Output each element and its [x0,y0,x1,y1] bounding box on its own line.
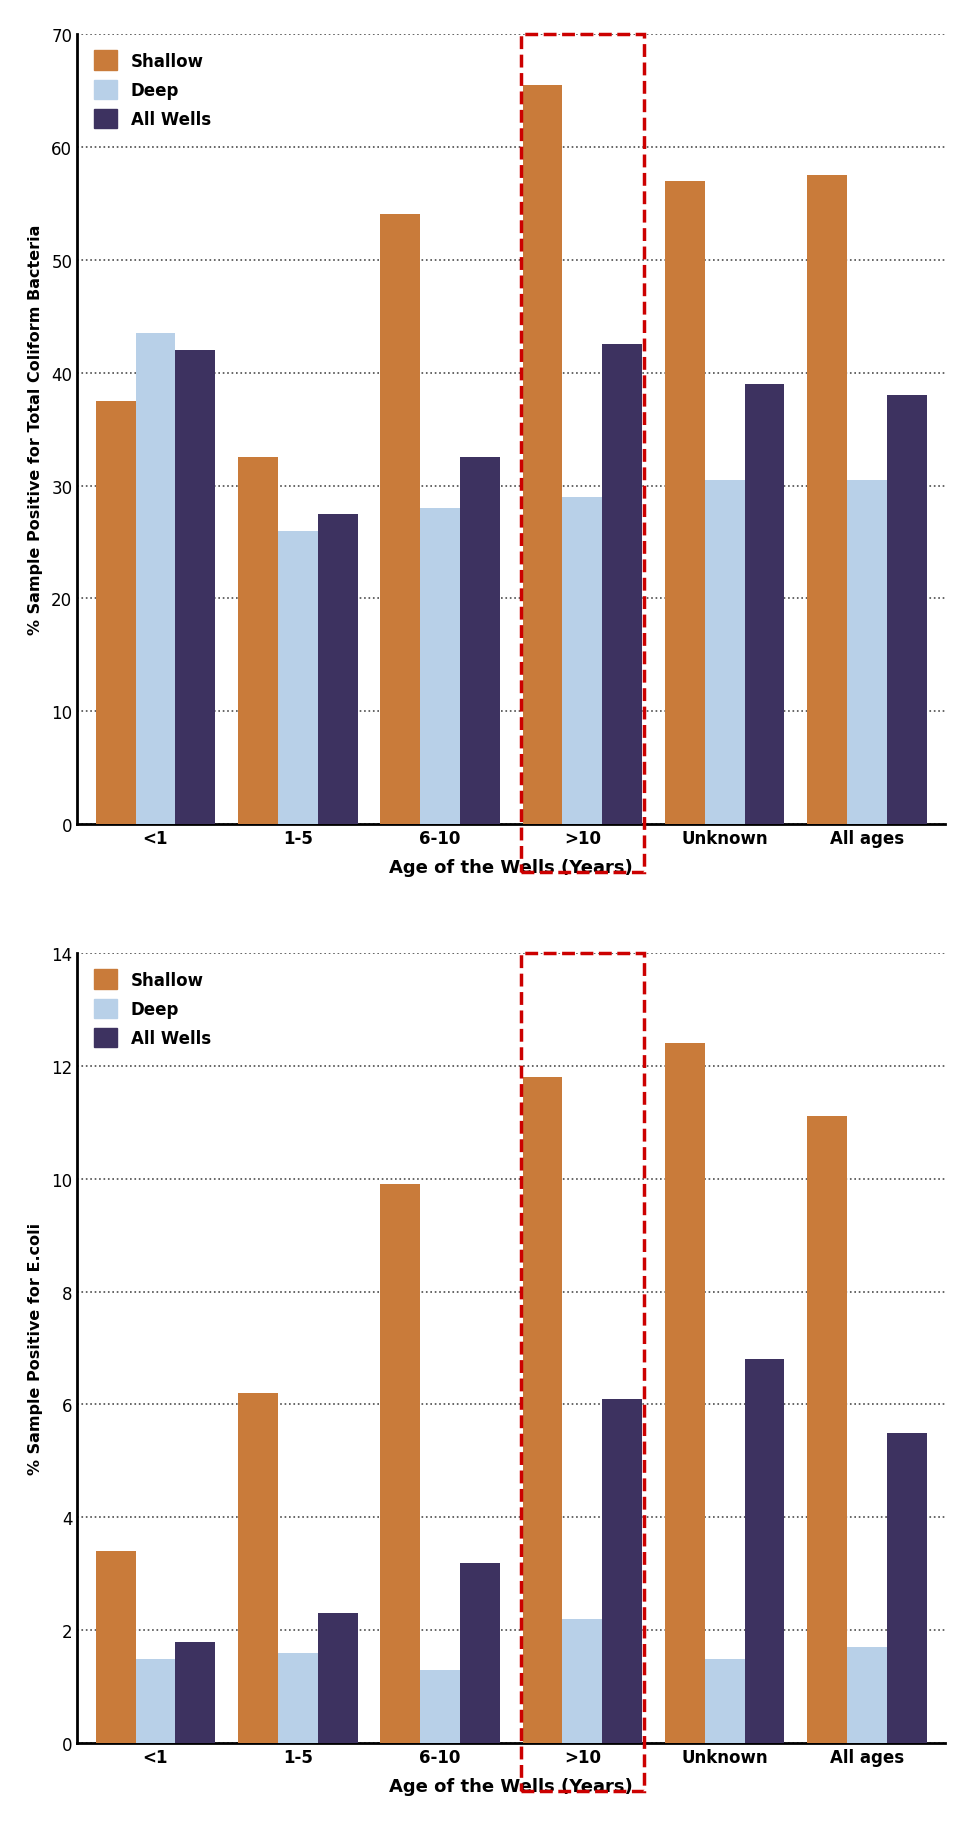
X-axis label: Age of the Wells (Years): Age of the Wells (Years) [389,1777,633,1796]
Bar [562,498,602,824]
Bar [278,530,318,824]
Bar [238,1393,278,1743]
Bar [460,1562,500,1743]
Bar [380,215,420,824]
Bar [602,1398,642,1743]
Bar [847,481,886,824]
Legend: Shallow, Deep, All Wells: Shallow, Deep, All Wells [86,44,219,137]
Legend: Shallow, Deep, All Wells: Shallow, Deep, All Wells [86,961,219,1056]
Y-axis label: % Sample Positive for E.coli: % Sample Positive for E.coli [28,1221,43,1475]
Bar [704,481,744,824]
Bar [175,1643,215,1743]
Bar [278,1653,318,1743]
Bar [847,1648,886,1743]
Bar [420,1670,460,1743]
Bar [808,1117,847,1743]
Bar [420,509,460,824]
Bar [808,175,847,824]
Bar [886,1433,926,1743]
Bar [175,350,215,824]
Bar [744,385,784,824]
Bar [886,396,926,824]
Bar [665,182,704,824]
Bar [318,514,357,824]
Bar [460,458,500,824]
X-axis label: Age of the Wells (Years): Age of the Wells (Years) [389,859,633,877]
Bar [135,1659,175,1743]
Bar [521,35,644,871]
Bar [95,1551,135,1743]
Bar [135,334,175,824]
Bar [744,1360,784,1743]
Bar [521,953,644,1790]
Bar [704,1659,744,1743]
Bar [238,458,278,824]
Bar [318,1613,357,1743]
Bar [380,1185,420,1743]
Y-axis label: % Sample Positive for Total Coliform Bacteria: % Sample Positive for Total Coliform Bac… [28,224,43,634]
Bar [562,1619,602,1743]
Bar [602,345,642,824]
Bar [523,1077,562,1743]
Bar [665,1043,704,1743]
Bar [95,401,135,824]
Bar [523,86,562,824]
